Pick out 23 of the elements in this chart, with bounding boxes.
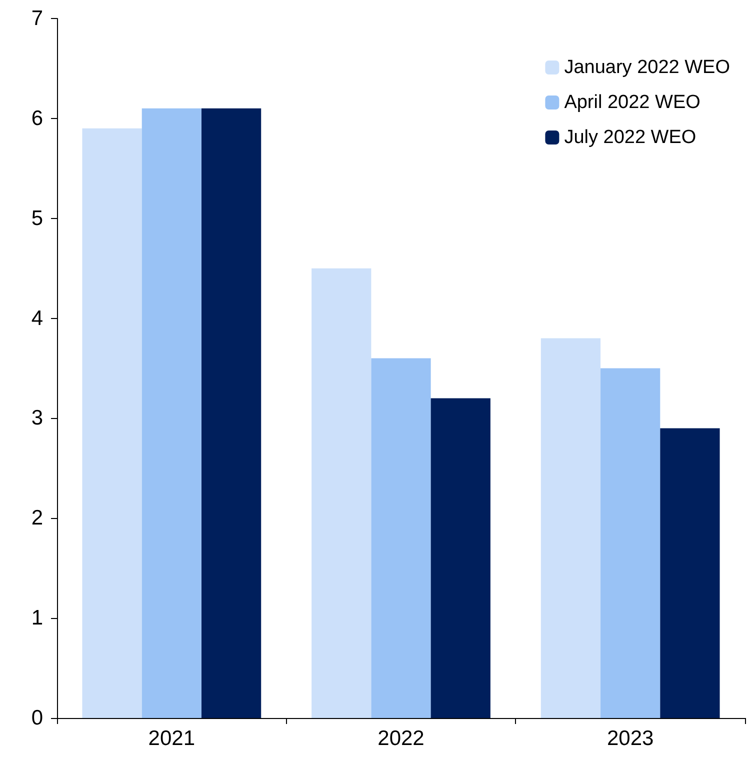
legend-label: April 2022 WEO (564, 92, 700, 113)
legend-label: January 2022 WEO (564, 57, 730, 78)
bar (540, 338, 601, 718)
y-tick-label: 1 (31, 606, 43, 630)
y-tick-label: 0 (31, 706, 43, 730)
bar (201, 108, 262, 718)
x-tick-label: 2023 (606, 727, 654, 750)
y-tick-label: 5 (31, 206, 43, 230)
y-tick-label: 3 (31, 406, 43, 430)
y-tick-label: 2 (31, 506, 43, 530)
bar (430, 398, 490, 718)
y-tick-label: 7 (31, 7, 43, 30)
y-tick-label: 4 (31, 306, 44, 330)
legend-label: July 2022 WEO (564, 127, 696, 148)
bar (312, 268, 372, 718)
bar (371, 358, 431, 718)
bar (142, 108, 202, 718)
bar (660, 428, 720, 718)
x-tick-label: 2021 (148, 727, 196, 750)
bar (82, 128, 142, 718)
x-tick-label: 2022 (378, 727, 424, 750)
y-tick-label: 6 (31, 106, 43, 130)
bar (600, 368, 660, 718)
